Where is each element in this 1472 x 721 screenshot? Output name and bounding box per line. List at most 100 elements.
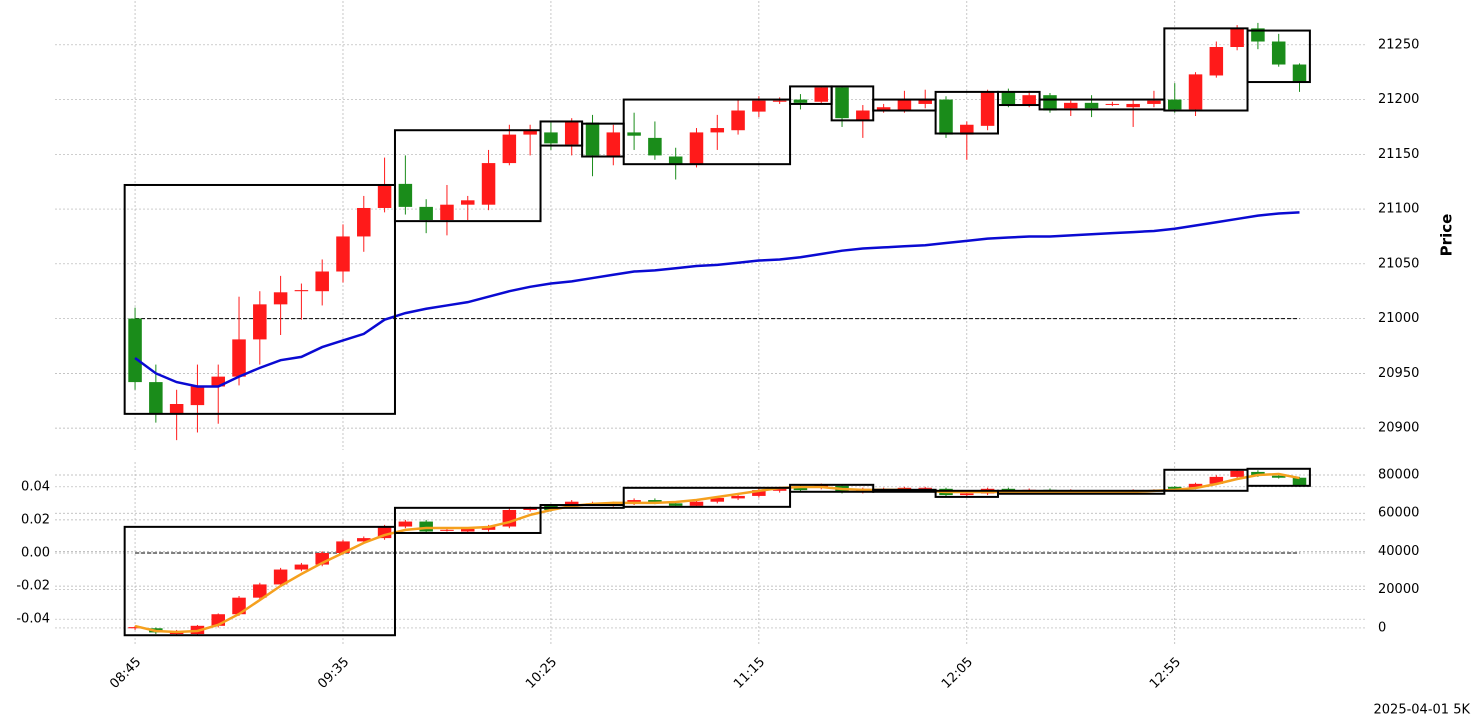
candle-body (273, 569, 288, 585)
range-box (996, 489, 1166, 495)
candle-body (1251, 28, 1265, 42)
candle-body (1292, 64, 1307, 83)
candle-body (689, 501, 704, 506)
candle-body (1147, 100, 1161, 104)
range-box (872, 488, 937, 493)
range-box (934, 90, 999, 135)
candle-body (232, 339, 246, 377)
candle-body (1209, 46, 1224, 76)
candle-body (1126, 103, 1140, 108)
candle-body (460, 200, 475, 205)
candle-body (731, 110, 745, 131)
range-box (622, 486, 792, 508)
candle-body (668, 156, 683, 165)
candle-body (960, 493, 974, 496)
candle-body (273, 292, 288, 305)
candle-body (502, 134, 517, 164)
candle-body (772, 100, 787, 102)
candle-body (419, 521, 433, 532)
x-tick-label: 09:35 (315, 655, 352, 692)
candle-body (918, 487, 932, 489)
candle-body (1271, 41, 1286, 65)
candle-body (1064, 102, 1078, 109)
y2-tick-label: 80000 (1378, 468, 1419, 483)
candle-body (440, 204, 454, 221)
candle-body (606, 132, 621, 157)
candle-body (419, 206, 433, 221)
candle-body (481, 163, 496, 205)
candle-body (1001, 91, 1016, 106)
candle-body (232, 597, 246, 615)
candle-body (253, 304, 267, 340)
candle-body (856, 110, 870, 121)
candle-body (1167, 99, 1182, 110)
line-series (134, 211, 1300, 388)
candle-body (357, 538, 371, 542)
candle-body (918, 99, 932, 104)
candle-body (1167, 486, 1182, 489)
candle-body (1105, 103, 1120, 105)
candle-body (336, 541, 350, 553)
footnote: 2025-04-01 5K (1374, 703, 1471, 718)
x-tick-label: 12:55 (1147, 655, 1184, 692)
x-tick-label: 10:25 (523, 655, 560, 692)
candle-body (190, 386, 205, 406)
candle-body (897, 99, 912, 111)
candle-body (377, 184, 392, 208)
candle-body (648, 137, 662, 156)
candle-body (357, 207, 371, 237)
candle-body (523, 130, 537, 135)
y2-tick-label: 60000 (1378, 506, 1419, 521)
candle-body (689, 132, 704, 165)
candle-body (793, 486, 808, 491)
candle-body (1230, 470, 1244, 477)
candle-body (460, 529, 475, 532)
candle-body (939, 99, 953, 135)
y-tick-label: 20950 (1378, 366, 1419, 381)
candle-body (668, 503, 683, 506)
y-tick-label: 21150 (1378, 147, 1419, 162)
candle-body (544, 132, 558, 144)
range-box (123, 183, 396, 415)
candle-body (1022, 95, 1036, 106)
y2-tick-label: 0 (1378, 620, 1386, 635)
y-tick-label: -0.04 (16, 612, 50, 627)
candle-body (253, 584, 267, 598)
candle-body (211, 614, 225, 626)
candle-body (710, 128, 725, 133)
candle-body (731, 495, 745, 499)
range-box (393, 129, 542, 223)
y-tick-label: 21100 (1378, 202, 1419, 217)
candle-body (398, 183, 413, 207)
candle-body (315, 553, 329, 565)
range-box (996, 90, 1041, 107)
line-series (134, 472, 1300, 634)
x-tick-label: 11:15 (731, 655, 768, 692)
y2-tick-label: 20000 (1378, 582, 1419, 597)
candle-body (772, 487, 787, 491)
candle-body (294, 290, 309, 292)
candle-body (710, 497, 725, 502)
candle-body (398, 521, 413, 527)
y-axis-label: Price (1438, 214, 1456, 257)
candle-body (1209, 476, 1224, 484)
candle-body (128, 318, 142, 383)
candle-body (1230, 28, 1244, 47)
candle-body (752, 100, 766, 112)
y-tick-label: 20900 (1378, 421, 1419, 436)
range-box (1246, 29, 1311, 84)
range-box (789, 483, 875, 493)
range-box (393, 506, 542, 534)
y-tick-label: 21050 (1378, 256, 1419, 271)
candle-body (1188, 483, 1203, 488)
candle-body (876, 107, 891, 111)
candle-body (835, 87, 849, 119)
candle-body (1043, 95, 1057, 111)
candle-body (377, 526, 392, 539)
x-tick-label: 08:45 (107, 655, 144, 692)
candle-body (564, 121, 579, 145)
range-box (622, 98, 792, 166)
candle-body (627, 132, 641, 136)
